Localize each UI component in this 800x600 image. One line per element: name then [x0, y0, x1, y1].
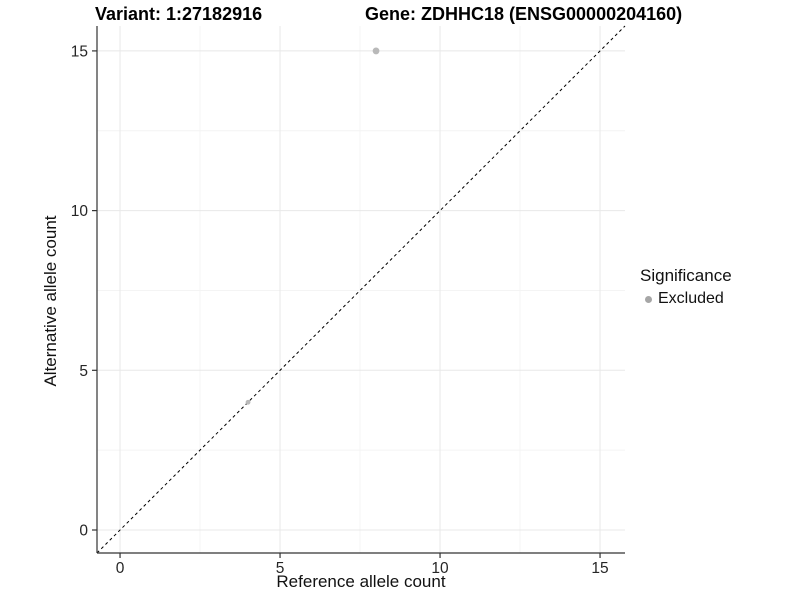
plot-title-variant: Variant: 1:27182916: [95, 4, 263, 24]
data-point: [372, 47, 380, 55]
excluded-point-icon: [645, 295, 652, 303]
legend: Significance Excluded: [640, 266, 732, 309]
x-tick-label: 0: [116, 560, 125, 577]
y-tick-label: 0: [79, 523, 88, 540]
x-tick-label: 5: [276, 560, 285, 577]
legend-item-excluded: Excluded: [640, 289, 732, 309]
x-tick-label: 10: [431, 560, 449, 577]
y-tick-label: 5: [79, 363, 88, 380]
x-axis-title: Reference allele count: [276, 572, 446, 591]
data-point: [245, 399, 251, 405]
y-tick-label: 15: [71, 43, 88, 60]
plot-title-gene: Gene: ZDHHC18 (ENSG00000204160): [365, 4, 683, 24]
legend-title: Significance: [640, 266, 732, 285]
identity-line: [96, 25, 626, 554]
x-tick-label: 15: [591, 560, 608, 577]
legend-item-label: Excluded: [658, 290, 724, 307]
y-axis-title: Alternative allele count: [41, 215, 60, 387]
y-tick-label: 10: [71, 203, 89, 220]
